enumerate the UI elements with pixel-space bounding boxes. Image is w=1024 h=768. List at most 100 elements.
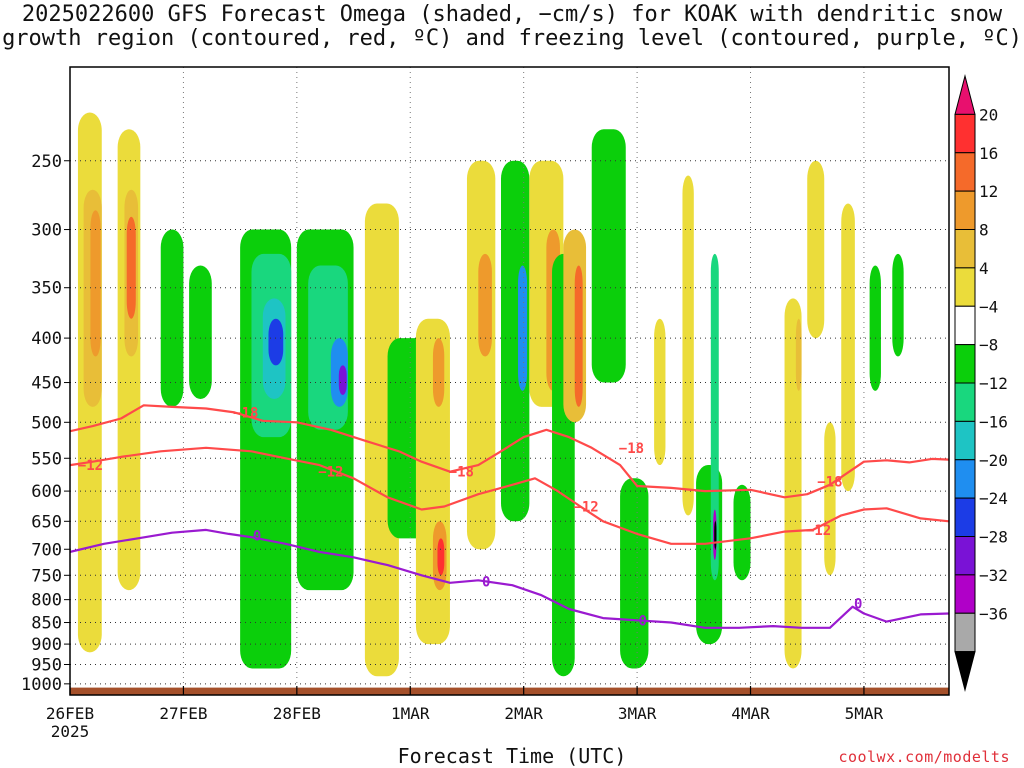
chart-title-line-2: growth region (contoured, red, ºC) and f… (2, 26, 1022, 51)
omega-cell-41 (795, 318, 802, 391)
colorbar-swatch-2 (954, 152, 976, 192)
contour-label-2-3: 0 (854, 596, 862, 612)
contour-line-0 (70, 404, 949, 499)
colorbar-swatch-6 (954, 305, 976, 346)
contour-label-2-0: 0 (253, 529, 261, 545)
x-tick-label-7: 5MAR (845, 704, 884, 723)
omega-cell-7 (189, 265, 212, 399)
colorbar-swatch-10 (954, 459, 976, 499)
colorbar-label-5: −4 (979, 297, 998, 316)
omega-cell-24 (500, 160, 530, 522)
y-tick-label-0: 250 (31, 152, 62, 172)
colorbar-swatch-7 (954, 344, 976, 384)
source-credit: coolwx.com/modelts (838, 748, 1010, 766)
contour-line-2 (70, 528, 949, 629)
y-tick-label-5: 500 (31, 413, 62, 433)
colorbar-label-13: −36 (979, 604, 1008, 623)
plot-border (69, 66, 950, 696)
contour-label-0-0: −18 (233, 405, 258, 421)
omega-cell-38 (714, 521, 717, 550)
x-axis-title: Forecast Time (UTC) (397, 744, 627, 768)
omega-cell-44 (841, 203, 855, 492)
contour-labels: −18 −18 −18 −18 −12 −12 −12 −12 0 0 0 0 (78, 405, 863, 629)
contour-label-2-1: 0 (482, 574, 490, 590)
contour-label-0-1: −18 (449, 465, 474, 481)
colorbar-legend: 20 16 12 8 4 −4 −8 −12 −16 −20 −24 −28 −32 −36 (954, 74, 1008, 692)
omega-cell-39 (733, 484, 751, 581)
colorbar-swatch-14 (954, 612, 976, 653)
colorbar-label-3: 8 (979, 221, 989, 240)
colorbar-swatch-12 (954, 536, 976, 576)
y-axis-ticks: 2503003504004505005506006507007508008509… (21, 152, 70, 695)
omega-cell-31 (591, 129, 626, 383)
y-tick-label-2: 350 (31, 279, 62, 299)
colorbar-label-8: −16 (979, 412, 1008, 431)
omega-cell-33 (654, 318, 666, 466)
x-tick-label-4: 2MAR (504, 704, 543, 723)
y-tick-label-6: 550 (31, 449, 62, 469)
y-tick-label-7: 600 (31, 482, 62, 502)
x-tick-label-3: 1MAR (391, 704, 430, 723)
colorbar-label-6: −8 (979, 336, 998, 355)
ground-layer (70, 687, 949, 695)
x-tick-label-6: 4MAR (731, 704, 770, 723)
omega-cell-42 (807, 160, 825, 339)
omega-cell-21 (437, 538, 445, 576)
colorbar-bottom-arrow (954, 651, 976, 692)
colorbar-label-2: 12 (979, 182, 998, 201)
omega-cell-30 (574, 265, 583, 407)
omega-shading (77, 112, 904, 677)
colorbar-swatch-11 (954, 497, 976, 537)
y-tick-label-11: 800 (31, 591, 62, 611)
x-tick-year-label: 2025 (51, 722, 90, 741)
contour-line-1 (70, 446, 949, 545)
contour-label-1-2: −12 (573, 499, 598, 515)
x-tick-label-1: 27FEB (159, 704, 207, 723)
colorbar-label-9: −20 (979, 451, 1008, 470)
y-tick-label-4: 450 (31, 374, 62, 394)
y-tick-label-14: 950 (31, 655, 62, 675)
colorbar-label-0: 20 (979, 105, 998, 124)
colorbar-swatch-3 (954, 190, 976, 230)
omega-cell-34 (682, 175, 694, 516)
x-axis-ticks: 26FEB 27FEB 28FEB 1MAR 2MAR 3MAR 4MAR 5MAR 2025 (46, 686, 884, 741)
omega-cell-23 (478, 253, 492, 357)
chart-title-line-1: 2025022600 GFS Forecast Omega (shaded, −… (21, 2, 1003, 27)
omega-cell-40 (784, 298, 802, 669)
y-tick-label-13: 900 (31, 635, 62, 655)
omega-cell-16 (364, 203, 399, 677)
omega-cell-32 (620, 478, 649, 669)
colorbar-label-1: 16 (979, 144, 998, 163)
contour-label-1-3: −12 (806, 523, 831, 539)
y-tick-label-9: 700 (31, 540, 62, 560)
colorbar-label-12: −32 (979, 566, 1008, 585)
omega-cell-19 (432, 338, 445, 407)
y-tick-label-8: 650 (31, 512, 62, 532)
omega-cell-36 (710, 253, 719, 581)
colorbar-label-4: 4 (979, 259, 989, 278)
y-tick-label-3: 400 (31, 329, 62, 349)
plot-frame (69, 66, 950, 696)
y-tick-label-1: 300 (31, 221, 62, 241)
x-tick-label-0: 26FEB (46, 704, 94, 723)
omega-cell-11 (268, 318, 284, 366)
omega-cell-15 (338, 365, 347, 395)
colorbar-label-11: −28 (979, 528, 1008, 547)
colorbar-swatch-1 (954, 113, 976, 154)
omega-cell-43 (824, 422, 836, 576)
y-tick-label-12: 850 (31, 614, 62, 634)
omega-cell-2 (90, 210, 101, 357)
x-tick-label-2: 28FEB (273, 704, 321, 723)
contour-label-2-2: 0 (639, 613, 647, 629)
omega-cell-6 (160, 229, 184, 407)
y-tick-label-10: 750 (31, 566, 62, 586)
contour-label-1-0: −12 (78, 458, 103, 474)
colorbar-swatch-4 (954, 229, 976, 269)
ground-shading (70, 687, 949, 695)
omega-cell-5 (126, 216, 136, 319)
omega-cell-46 (892, 253, 904, 357)
contour-label-0-3: −18 (817, 475, 842, 491)
colorbar-label-10: −24 (979, 489, 1008, 508)
